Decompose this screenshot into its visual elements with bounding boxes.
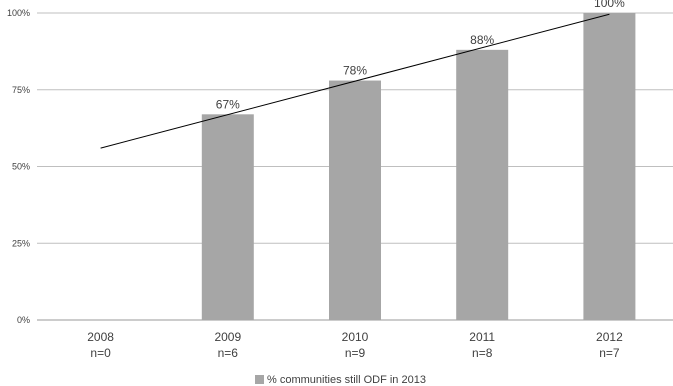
legend-swatch (255, 375, 264, 384)
bar (456, 49, 509, 321)
y-tick-label: 100% (7, 8, 30, 18)
x-tick-sublabel: n=7 (599, 346, 620, 360)
bar (329, 80, 381, 320)
y-tick-label: 75% (12, 85, 30, 95)
y-tick-label: 50% (12, 162, 30, 172)
x-tick-label: 2012 (596, 330, 623, 344)
x-axis-labels: 2008 n=0 2009 n=6 2010 n=9 2011 n=8 2012 n=7 (87, 330, 623, 360)
data-label: 88% (470, 33, 494, 47)
x-tick-sublabel: n=8 (472, 346, 493, 360)
y-tick-label: 0% (17, 315, 30, 325)
data-label: 100% (594, 0, 625, 10)
trendline (100, 13, 610, 149)
bars (201, 13, 636, 321)
legend-label: % communities still ODF in 2013 (267, 374, 426, 386)
data-label: 78% (343, 64, 367, 78)
x-tick-label: 2011 (469, 330, 495, 344)
x-tick-sublabel: n=6 (218, 346, 239, 360)
x-tick-label: 2009 (214, 330, 241, 344)
y-tick-label: 25% (12, 238, 30, 248)
x-tick-sublabel: n=9 (345, 346, 366, 360)
x-tick-label: 2008 (87, 330, 114, 344)
trendline-path (100, 13, 610, 149)
y-axis-ticks: 0% 25% 50% 75% 100% (7, 8, 30, 325)
data-label: 67% (216, 97, 240, 111)
data-labels: 67% 78% 88% 100% (216, 0, 625, 111)
legend: % communities still ODF in 2013 (255, 374, 426, 386)
x-tick-label: 2010 (342, 330, 369, 344)
bar (201, 114, 254, 320)
bar (583, 13, 636, 320)
x-tick-sublabel: n=0 (90, 346, 111, 360)
